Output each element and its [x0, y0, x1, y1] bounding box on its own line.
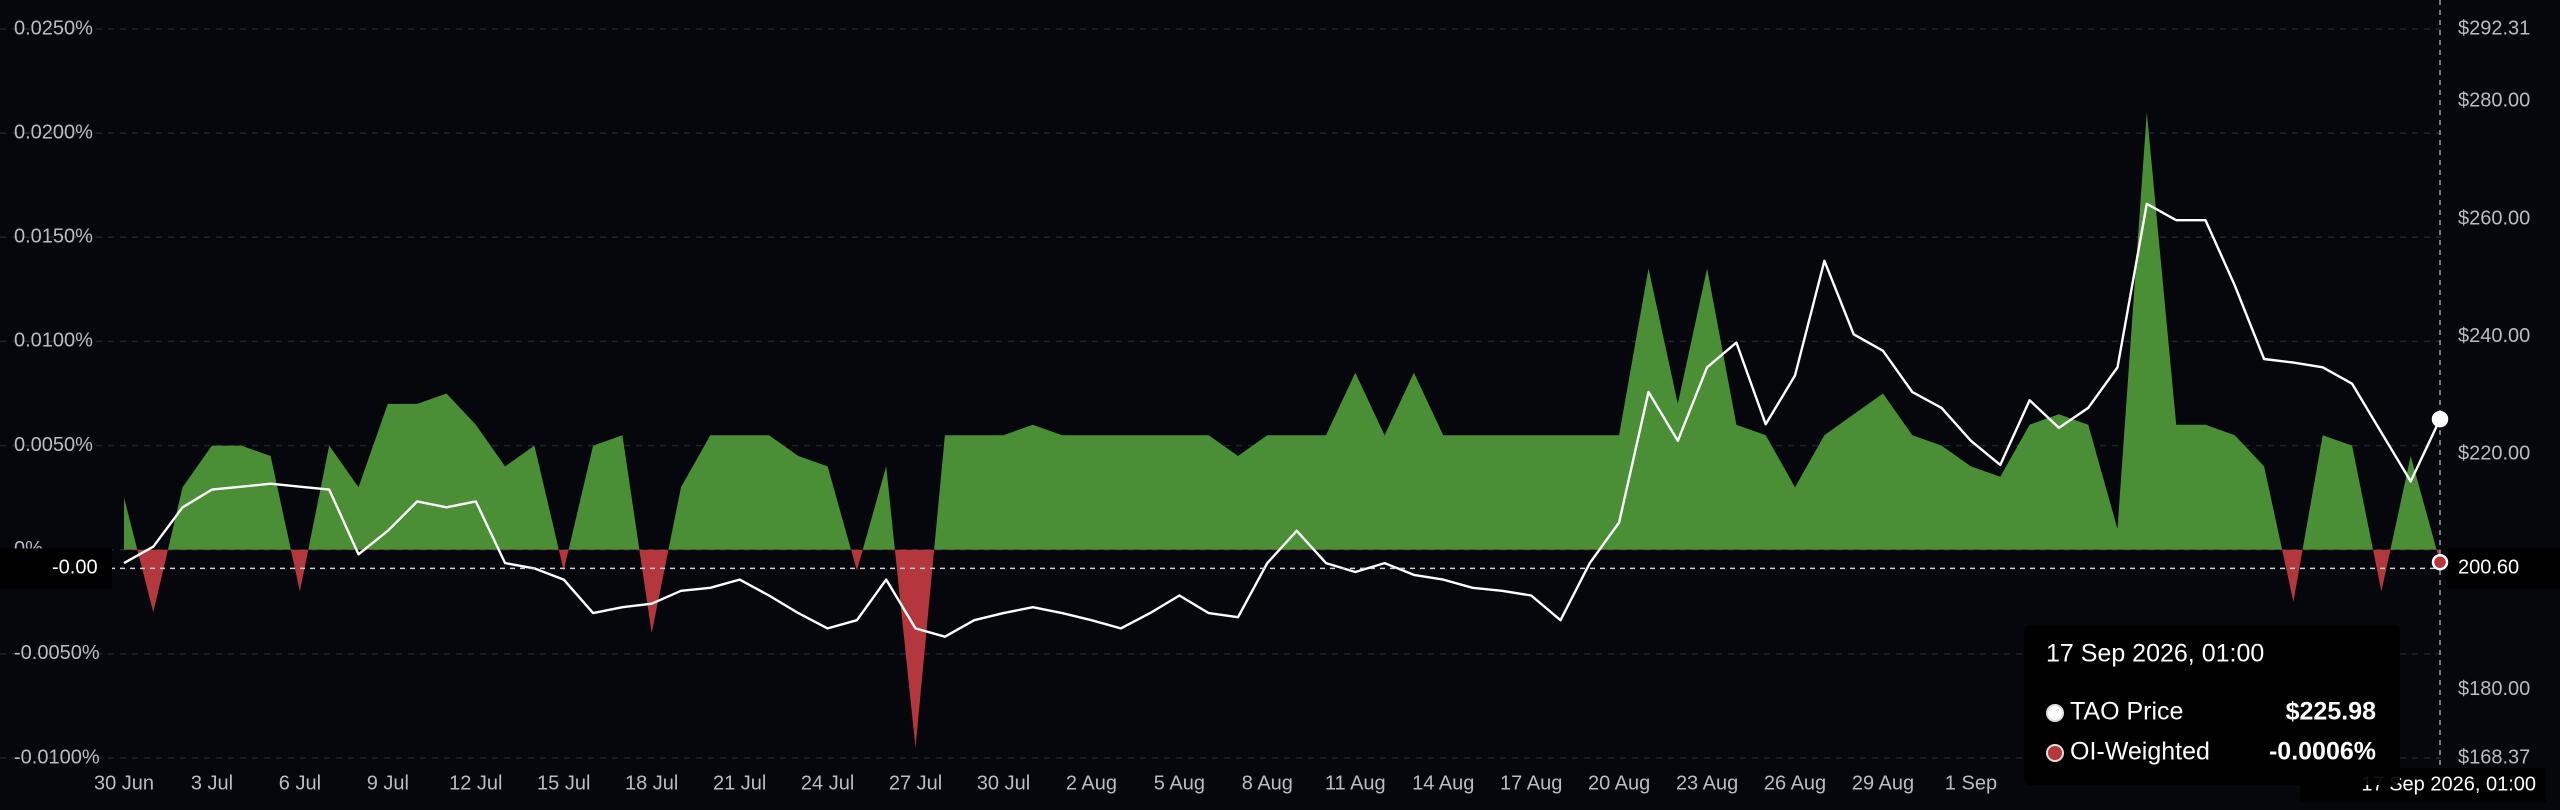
y2-tick-label: $220.00	[2458, 443, 2530, 465]
y-tick-label: 0.0150%	[14, 226, 93, 248]
y-tick-label: -0.0050%	[14, 642, 100, 664]
price-line	[123, 202, 2442, 638]
x-tick-label: 11 Aug	[1325, 772, 1386, 794]
x-tick-label: 5 Aug	[1154, 772, 1205, 794]
y2-tick-label: $180.00	[2458, 678, 2530, 700]
x-tick-label: 1 Sep	[1945, 772, 1997, 794]
crosshair-y2-label: 200.60	[2458, 557, 2519, 579]
x-tick-label: 23 Aug	[1676, 772, 1738, 794]
y2-tick-label: $280.00	[2458, 90, 2530, 112]
x-tick-label: 8 Aug	[1242, 772, 1293, 794]
end-point	[2431, 410, 2449, 428]
x-tick-label: 14 Aug	[1412, 772, 1474, 794]
x-tick-label: 9 Jul	[367, 772, 409, 794]
x-tick-label: 27 Jul	[889, 772, 942, 794]
x-tick-label: 29 Aug	[1852, 772, 1914, 794]
tooltip-value: -0.0006%	[2269, 738, 2376, 766]
x-tick-label: 30 Jun	[94, 772, 154, 794]
tooltip: 17 Sep 2026, 01:00 TAO Price $225.98 OI-Wei…	[2024, 625, 2400, 785]
tooltip-name: OI-Weighted	[2070, 738, 2210, 766]
x-tick-label: 3 Jul	[191, 772, 233, 794]
y2-tick-label: $260.00	[2458, 207, 2530, 229]
x-tick-label: 6 Jul	[279, 772, 321, 794]
crosshair-y2-label-bg	[2446, 548, 2560, 589]
tooltip-name: TAO Price	[2070, 698, 2183, 726]
tooltip-box	[2024, 625, 2400, 785]
x-tick-label: 12 Jul	[449, 772, 502, 794]
x-tick-label: 24 Jul	[801, 772, 854, 794]
crosshair-y-label-bg	[0, 548, 112, 589]
y2-tick-label: $240.00	[2458, 325, 2530, 347]
end-point	[2431, 553, 2449, 571]
x-tick-label: 18 Jul	[625, 772, 678, 794]
crosshair-y-label: -0.00	[52, 557, 98, 579]
x-tick-label: 26 Aug	[1764, 772, 1826, 794]
x-tick-label: 20 Aug	[1588, 772, 1650, 794]
y2-tick-label: $168.37	[2458, 746, 2530, 768]
y-tick-label: 0.0200%	[14, 121, 93, 143]
tooltip-dot	[2046, 704, 2064, 722]
x-tick-label: 21 Jul	[713, 772, 766, 794]
tooltip-title: 17 Sep 2026, 01:00	[2046, 640, 2264, 668]
x-tick-label: 15 Jul	[537, 772, 590, 794]
crosshair-x-label: 17 Sep 2026, 01:00	[2361, 773, 2536, 795]
y-tick-label: 0.0250%	[14, 17, 93, 39]
y-tick-label: 0.0050%	[14, 434, 93, 456]
tooltip-dot	[2046, 744, 2064, 762]
tooltip-value: $225.98	[2286, 698, 2376, 726]
y-tick-label: 0.0100%	[14, 330, 93, 352]
x-tick-label: 30 Jul	[977, 772, 1030, 794]
y2-tick-label: $292.31	[2458, 17, 2530, 39]
y-tick-label: -0.0100%	[14, 746, 100, 768]
x-tick-label: 2 Aug	[1066, 772, 1117, 794]
x-tick-label: 17 Aug	[1500, 772, 1562, 794]
